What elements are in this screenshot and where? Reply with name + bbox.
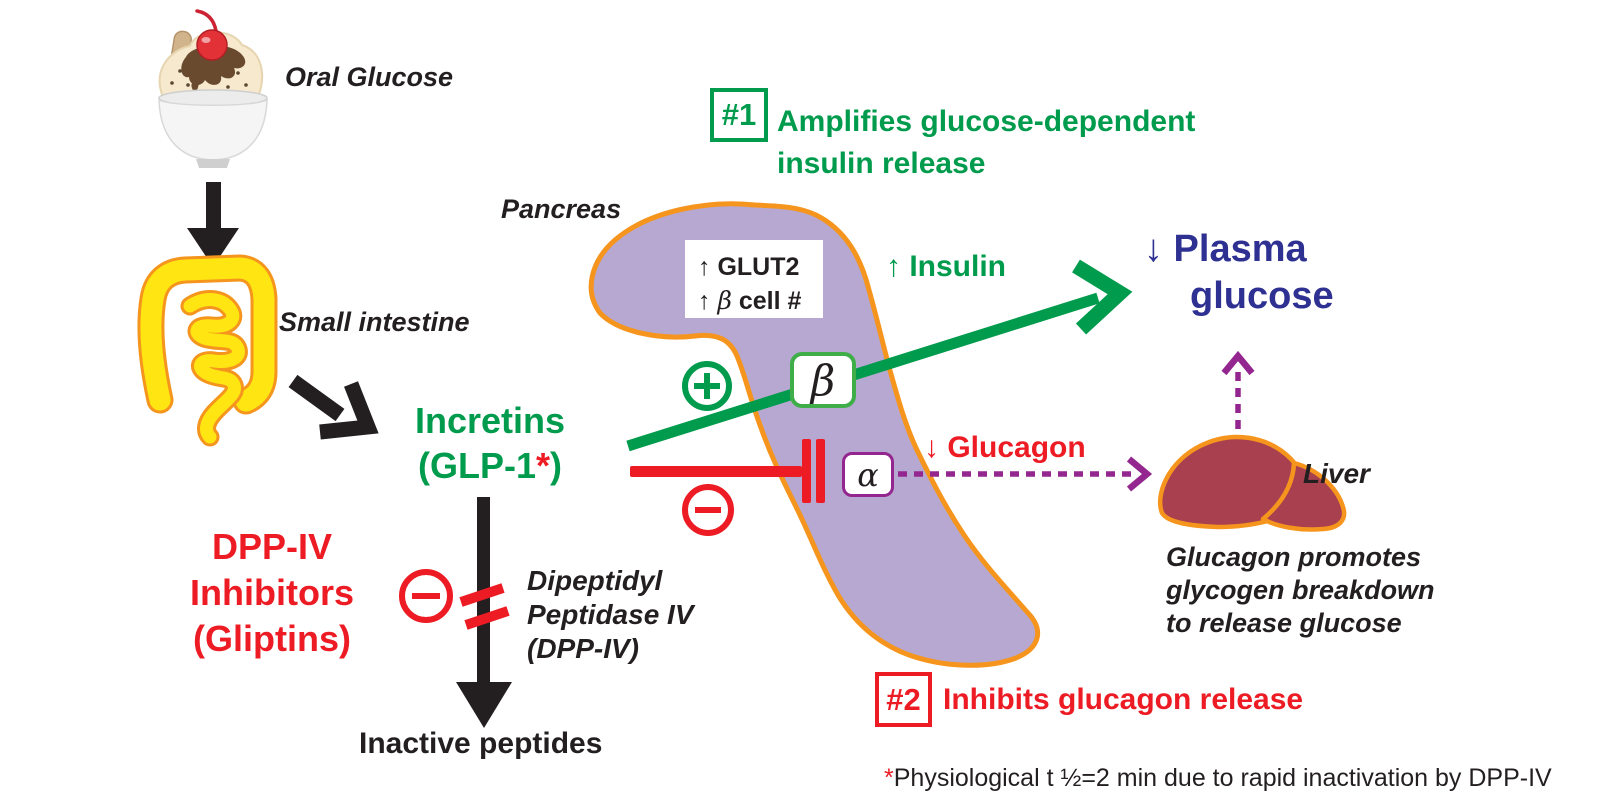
small-intestine-icon	[137, 254, 278, 447]
plus-circle-icon	[682, 361, 732, 411]
arrow-incretins-stimulates-insulin	[626, 259, 1133, 452]
dashed-arrow-liver-to-plasma	[1221, 350, 1255, 429]
dashed-arrow-alpha-to-liver	[898, 456, 1153, 492]
insulin-up-label: ↑ Insulin	[886, 250, 1006, 283]
glut2-line: ↑ GLUT2	[698, 253, 800, 281]
footnote-star: *	[884, 764, 894, 792]
effect2-tag-box: #2	[875, 672, 932, 727]
glp1-footnote-star: *	[536, 445, 551, 486]
arrow-intestine-to-incretins	[288, 374, 379, 440]
effect1-description: Amplifies glucose-dependent insulin rele…	[777, 105, 1196, 180]
dpp4-inhibitors-label: DPP-IV Inhibitors (Gliptins)	[190, 526, 354, 659]
liver-icon	[1157, 434, 1347, 532]
glucagon-down-label: ↓ Glucagon	[924, 431, 1086, 464]
inhibition-line-incretins-glucagon	[630, 439, 825, 503]
liver-label: Liver	[1303, 458, 1370, 489]
small-intestine-label: Small intestine	[279, 307, 470, 337]
beta-symbol-small: β	[717, 286, 732, 315]
oral-glucose-icon	[158, 9, 268, 168]
minus-circle-icon-alpha	[682, 484, 734, 536]
minus-circle-icon-dpp4	[399, 569, 453, 623]
alpha-cell-box: α	[842, 452, 894, 497]
oral-glucose-label: Oral Glucose	[285, 62, 454, 92]
effect1-tag-box: #1	[710, 88, 768, 142]
beta-cell-box: β	[790, 352, 856, 408]
footnote: *Physiological t ½=2 min due to rapid in…	[884, 764, 1552, 792]
arrow-oral-to-intestine	[187, 182, 239, 267]
incretins-line1: Incretins	[414, 400, 566, 441]
pancreas-label: Pancreas	[501, 194, 622, 224]
inhibition-slashes-icon	[459, 583, 510, 630]
incretins-label: Incretins (GLP-1*)	[380, 398, 600, 488]
effect2-description: Inhibits glucagon release	[943, 683, 1304, 716]
plasma-glucose-label: ↓ Plasma glucose	[1144, 228, 1334, 317]
islet-upregulation-box: ↑ GLUT2 ↑ β cell #	[685, 240, 823, 318]
incretins-line2: (GLP-1*)	[417, 445, 563, 486]
arrow-incretins-to-inactive-peptides	[456, 497, 512, 728]
beta-cell-line: ↑ β cell #	[698, 286, 802, 315]
inactive-peptides-label: Inactive peptides	[359, 727, 603, 760]
dpp4-enzyme-label: Dipeptidyl Peptidase IV (DPP-IV)	[527, 565, 694, 664]
liver-caption: Glucagon promotes glycogen breakdown to …	[1166, 542, 1435, 638]
